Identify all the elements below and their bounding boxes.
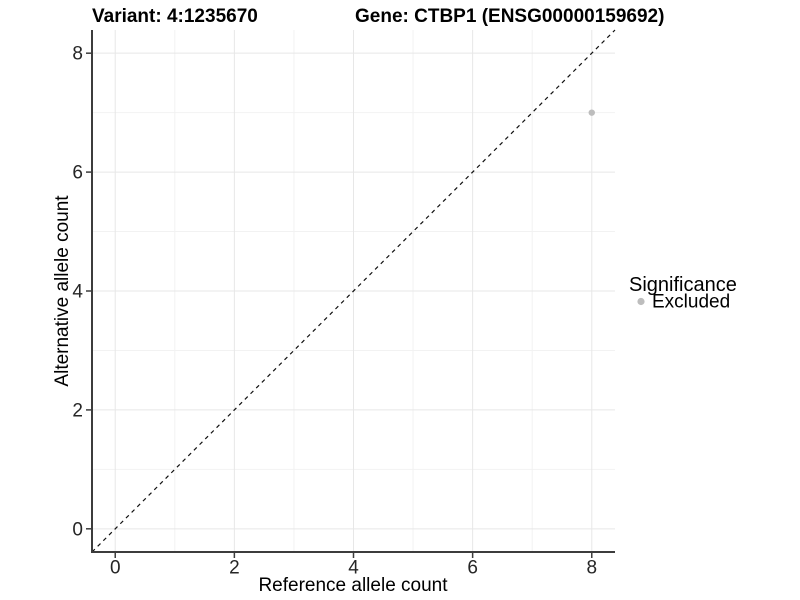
x-tick-label: 4 <box>348 558 359 579</box>
y-tick-label: 4 <box>72 282 83 303</box>
tick-marks-layer <box>86 52 593 558</box>
identity-line-layer <box>91 29 616 553</box>
y-tick-label: 8 <box>72 44 83 65</box>
x-tick-label: 8 <box>586 558 597 579</box>
plot-title-gene: Gene: CTBP1 (ENSG00000159692) <box>355 6 664 27</box>
legend-item-label-excluded: Excluded <box>652 292 730 313</box>
y-tick-label: 6 <box>72 163 83 184</box>
x-axis-title: Reference allele count <box>258 575 448 596</box>
x-tick-label: 0 <box>110 558 121 579</box>
data-points-layer <box>588 109 595 116</box>
plot-title-variant: Variant: 4:1235670 <box>92 6 258 27</box>
grid-major-layer <box>92 30 615 552</box>
legend-key-dot-excluded <box>637 297 645 306</box>
legend-title: Significance <box>629 274 737 296</box>
y-axis-title: Alternative allele count <box>52 195 73 387</box>
identity-dashed-line <box>91 29 616 553</box>
y-tick-label: 0 <box>72 519 83 540</box>
data-point-excluded <box>588 109 595 116</box>
axis-lines-layer <box>91 30 615 553</box>
x-tick-label: 2 <box>229 558 240 579</box>
x-tick-label: 6 <box>467 558 478 579</box>
tick-labels-layer: 0 2 4 6 8 0 2 4 6 8 <box>72 44 597 579</box>
legend: Significance Excluded <box>629 274 737 313</box>
y-tick-label: 2 <box>72 400 83 421</box>
